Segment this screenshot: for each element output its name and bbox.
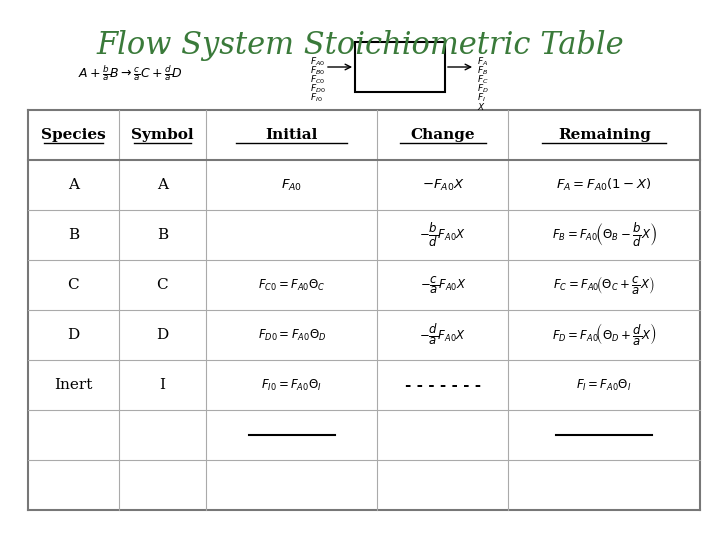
Text: $F_{A0}$: $F_{A0}$ bbox=[310, 56, 325, 68]
Text: $F_I = F_{A0}\Theta_I$: $F_I = F_{A0}\Theta_I$ bbox=[577, 377, 632, 393]
Text: $A + \frac{b}{a}B \rightarrow \frac{c}{a}C + \frac{d}{a}D$: $A + \frac{b}{a}B \rightarrow \frac{c}{a… bbox=[78, 63, 182, 83]
Text: Flow System Stoichiometric Table: Flow System Stoichiometric Table bbox=[96, 30, 624, 61]
Text: $-\dfrac{b}{d}F_{A0}X$: $-\dfrac{b}{d}F_{A0}X$ bbox=[420, 221, 467, 249]
Text: I: I bbox=[159, 378, 166, 392]
Text: $F_B$: $F_B$ bbox=[477, 65, 488, 77]
Text: $F_{D0}$: $F_{D0}$ bbox=[310, 83, 325, 95]
Text: A: A bbox=[68, 178, 79, 192]
Text: Initial: Initial bbox=[266, 128, 318, 142]
Text: B: B bbox=[157, 228, 168, 242]
Text: D: D bbox=[67, 328, 79, 342]
Text: Species: Species bbox=[41, 128, 106, 142]
Text: $F_D = F_{A0}\!\left(\Theta_D + \dfrac{d}{a}X\right)$: $F_D = F_{A0}\!\left(\Theta_D + \dfrac{d… bbox=[552, 322, 657, 348]
Text: Symbol: Symbol bbox=[131, 128, 194, 142]
Text: $F_A = F_{A0}(1-X)$: $F_A = F_{A0}(1-X)$ bbox=[557, 177, 652, 193]
Text: $F_C$: $F_C$ bbox=[477, 74, 489, 86]
Text: $X$: $X$ bbox=[477, 102, 486, 112]
Text: $F_B = F_{A0}\!\left(\Theta_B - \dfrac{b}{d}X\right)$: $F_B = F_{A0}\!\left(\Theta_B - \dfrac{b… bbox=[552, 221, 657, 249]
Text: $F_C = F_{A0}\!\left(\Theta_C + \dfrac{c}{a}X\right)$: $F_C = F_{A0}\!\left(\Theta_C + \dfrac{c… bbox=[554, 274, 655, 296]
Text: $F_D$: $F_D$ bbox=[477, 83, 489, 95]
Text: C: C bbox=[68, 278, 79, 292]
Text: $F_{C0} = F_{A0}\Theta_C$: $F_{C0} = F_{A0}\Theta_C$ bbox=[258, 278, 325, 293]
Text: C: C bbox=[156, 278, 168, 292]
Text: $-\dfrac{d}{a}F_{A0}X$: $-\dfrac{d}{a}F_{A0}X$ bbox=[420, 323, 467, 347]
Text: Remaining: Remaining bbox=[558, 128, 651, 142]
Text: $-\dfrac{c}{a}F_{A0}X$: $-\dfrac{c}{a}F_{A0}X$ bbox=[420, 274, 467, 296]
Text: $F_{I0} = F_{A0}\Theta_I$: $F_{I0} = F_{A0}\Theta_I$ bbox=[261, 377, 322, 393]
Bar bbox=[355, 42, 445, 92]
Text: $F_A$: $F_A$ bbox=[477, 56, 488, 68]
Text: $F_{I0}$: $F_{I0}$ bbox=[310, 92, 323, 104]
Text: A: A bbox=[157, 178, 168, 192]
Text: Inert: Inert bbox=[54, 378, 93, 392]
Text: $-F_{A0}X$: $-F_{A0}X$ bbox=[422, 178, 464, 193]
Text: Change: Change bbox=[410, 128, 475, 142]
Text: B: B bbox=[68, 228, 79, 242]
Text: $F_I$: $F_I$ bbox=[477, 92, 486, 104]
Text: $F_{C0}$: $F_{C0}$ bbox=[310, 74, 325, 86]
Text: $F_{D0} = F_{A0}\Theta_D$: $F_{D0} = F_{A0}\Theta_D$ bbox=[258, 327, 326, 342]
Text: - - - - - - -: - - - - - - - bbox=[405, 377, 481, 393]
Text: $F_{A0}$: $F_{A0}$ bbox=[281, 178, 302, 193]
Text: D: D bbox=[156, 328, 168, 342]
Text: $F_{B0}$: $F_{B0}$ bbox=[310, 65, 325, 77]
